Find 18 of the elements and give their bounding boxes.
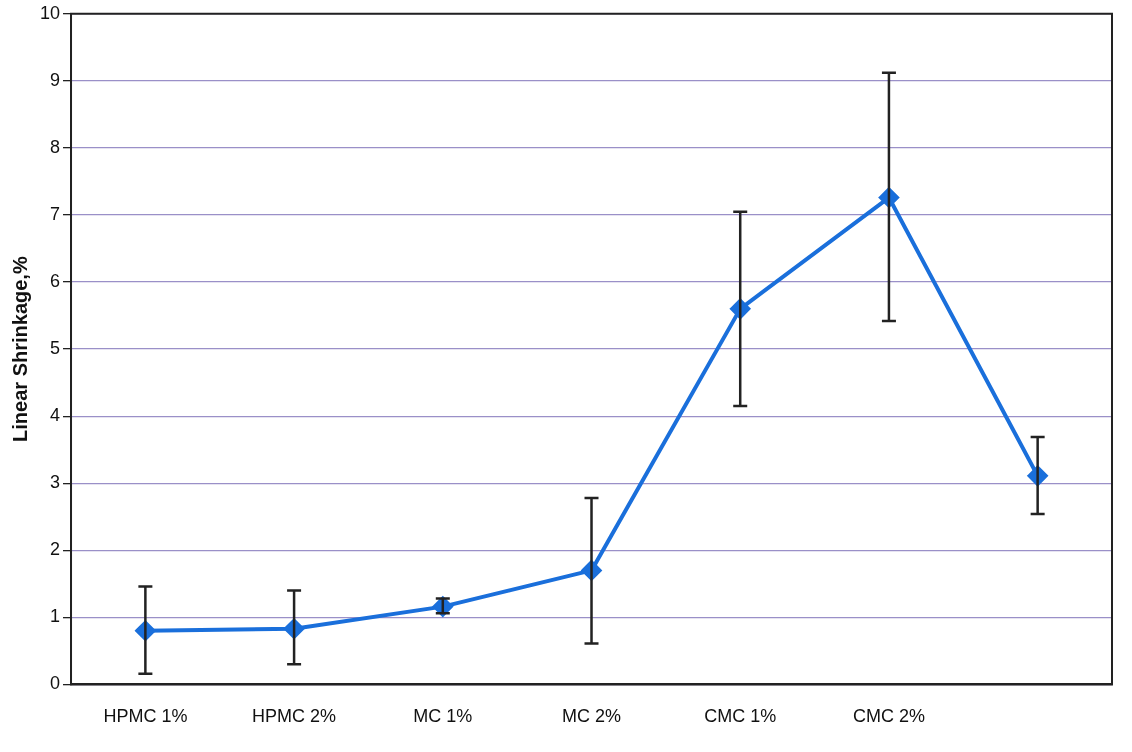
x-tick-label: CMC 2% <box>852 706 925 727</box>
y-tick-label: 3 <box>50 472 61 493</box>
x-tick-label: MC 1% <box>413 706 473 727</box>
x-tick-label: HPMC 2% <box>252 706 337 727</box>
y-tick-label: 1 <box>50 606 61 627</box>
x-tick-label: HPMC 1% <box>103 706 188 727</box>
y-tick-label: 6 <box>50 271 61 292</box>
y-tick-label: 10 <box>39 2 61 23</box>
x-tick-label: CMC 1% <box>704 706 777 727</box>
y-tick-label: 8 <box>50 136 61 157</box>
y-tick-label: 2 <box>50 539 61 560</box>
y-tick-label: 9 <box>50 69 61 90</box>
y-tick-label: 0 <box>50 673 61 694</box>
y-tick-label: 4 <box>50 405 61 426</box>
x-tick-label: MC 2% <box>562 706 622 727</box>
y-tick-label: 7 <box>50 203 61 224</box>
y-axis-title: Linear Shrinkage,% <box>8 256 31 442</box>
y-tick-label: 5 <box>50 338 61 359</box>
